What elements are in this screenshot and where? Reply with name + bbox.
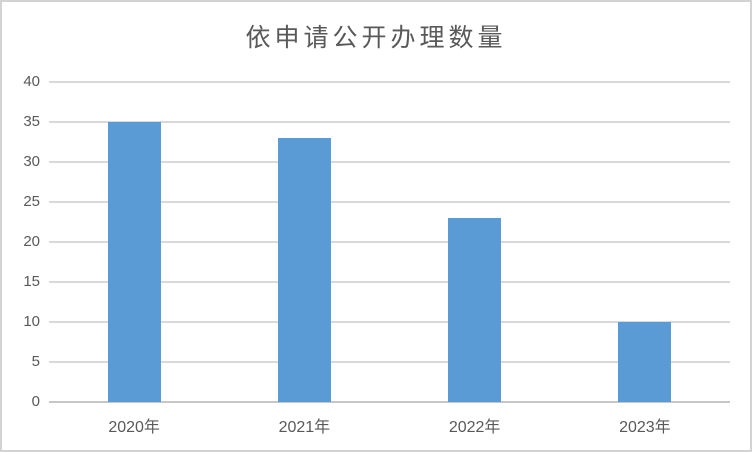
- y-tick-label-5: 5: [31, 353, 40, 370]
- y-tick-label-35: 35: [23, 113, 40, 130]
- y-tick-label-30: 30: [23, 153, 40, 170]
- chart-title: 依申请公开办理数量: [245, 24, 507, 52]
- bar-2021年: [277, 138, 331, 402]
- gridline-5: [49, 361, 730, 363]
- x-tick-label-2023年: 2023年: [619, 419, 671, 436]
- x-tick-label-2020年: 2020年: [108, 419, 160, 436]
- bar-2022年: [448, 218, 502, 402]
- gridline-20: [49, 241, 730, 243]
- y-tick-label-20: 20: [23, 233, 40, 250]
- x-axis-line: [49, 401, 730, 403]
- y-tick-label-0: 0: [31, 393, 40, 410]
- gridline-10: [49, 321, 730, 323]
- x-tick-label-2021年: 2021年: [278, 419, 331, 436]
- y-tick-label-15: 15: [23, 273, 40, 290]
- gridline-15: [49, 281, 730, 283]
- y-tick-label-25: 25: [23, 193, 40, 210]
- bar-2023年: [618, 322, 672, 402]
- x-tick-label-2022年: 2022年: [448, 419, 501, 436]
- gridline-30: [49, 161, 730, 163]
- gridline-35: [49, 121, 730, 123]
- gridline-25: [49, 201, 730, 203]
- gridline-40: [49, 81, 730, 83]
- y-tick-label-40: 40: [23, 73, 40, 90]
- bar-2020年: [107, 122, 161, 402]
- y-tick-label-10: 10: [23, 313, 40, 330]
